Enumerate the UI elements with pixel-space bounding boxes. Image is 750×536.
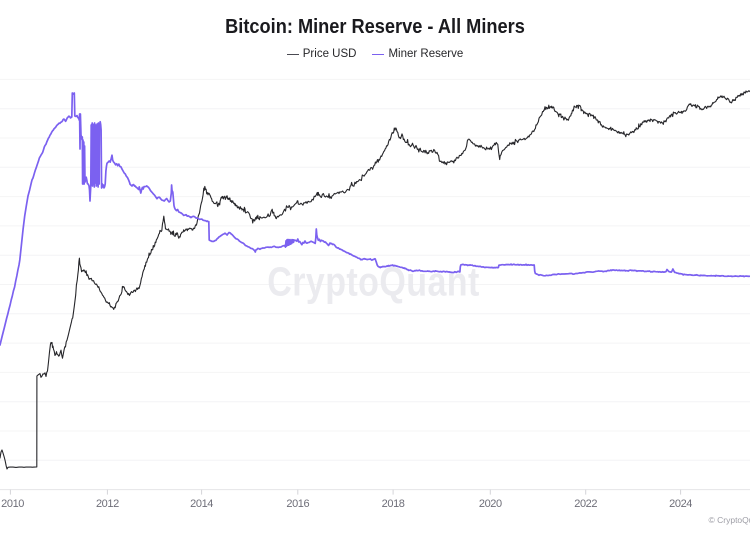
svg-text:2010: 2010 [1, 498, 24, 510]
svg-text:2018: 2018 [382, 498, 405, 510]
svg-text:CryptoQuant: CryptoQuant [267, 259, 479, 304]
svg-text:2022: 2022 [574, 498, 597, 510]
svg-text:2024: 2024 [669, 498, 692, 510]
svg-text:2012: 2012 [96, 498, 119, 510]
svg-text:2016: 2016 [286, 498, 309, 510]
svg-text:2014: 2014 [190, 498, 213, 510]
svg-text:2020: 2020 [479, 498, 502, 510]
